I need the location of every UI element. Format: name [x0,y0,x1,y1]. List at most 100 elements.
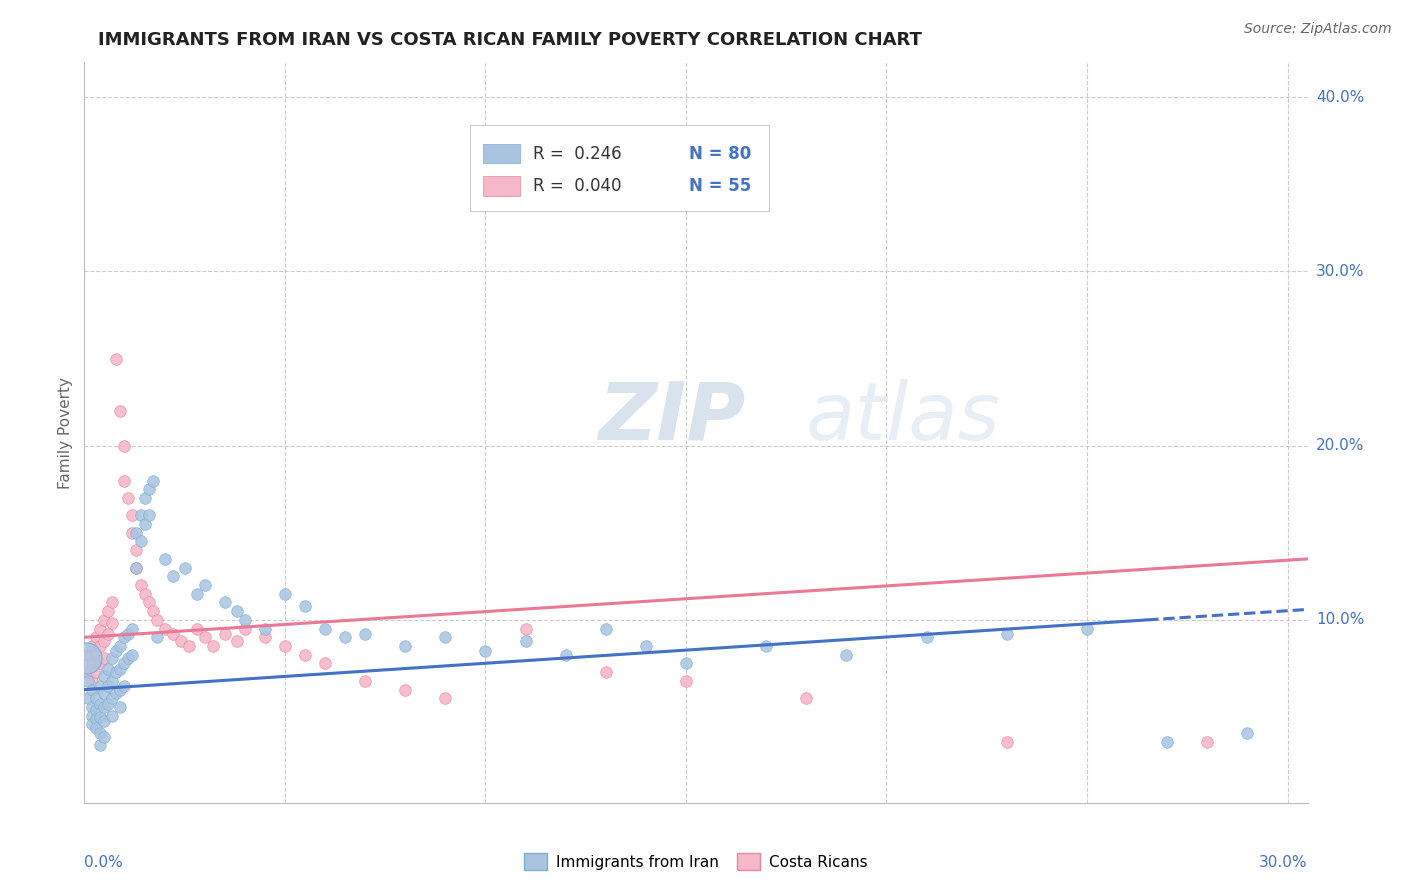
Point [114,474,136,488]
Point [110,662,132,676]
Point [354,673,377,688]
FancyBboxPatch shape [484,176,520,196]
Text: 30.0%: 30.0% [1260,855,1308,870]
Point [97,604,120,618]
Point [101,595,124,609]
Point [82,708,104,723]
Point [82,700,104,714]
Point [1197,735,1219,749]
Point [93,714,115,728]
Point [110,700,132,714]
Point [93,633,115,648]
Point [86,691,108,706]
Point [294,648,316,662]
Point [89,739,111,753]
Point [105,644,128,658]
Point [101,691,124,706]
Point [515,622,537,636]
FancyBboxPatch shape [484,144,520,163]
Point [125,560,148,574]
Point [129,534,152,549]
Point [995,627,1018,641]
Point [394,639,416,653]
Point [114,439,136,453]
Point [86,665,108,680]
Point [434,630,457,644]
Point [1236,726,1258,740]
Point [794,691,817,706]
Point [595,665,617,680]
Point [86,630,108,644]
Point [225,604,247,618]
Point [82,682,104,697]
Point [125,525,148,540]
Point [121,525,143,540]
Point [110,639,132,653]
Point [434,691,457,706]
Point [86,712,108,726]
Point [121,622,143,636]
Point [110,404,132,418]
Point [82,717,104,731]
Point [145,630,167,644]
Point [314,657,336,671]
Point [474,644,496,658]
Point [101,616,124,631]
Point [97,697,120,711]
Point [835,648,858,662]
Point [86,721,108,735]
Point [294,599,316,613]
Point [86,648,108,662]
Point [110,682,132,697]
Point [77,691,100,706]
Point [153,622,176,636]
Point [675,657,697,671]
Point [82,673,104,688]
Text: R =  0.040: R = 0.040 [533,178,621,195]
Point [333,630,356,644]
Text: Source: ZipAtlas.com: Source: ZipAtlas.com [1244,22,1392,37]
Point [125,560,148,574]
Point [1076,622,1098,636]
Point [173,560,195,574]
Point [121,508,143,523]
Point [995,735,1018,749]
Point [89,679,111,693]
Point [77,673,100,688]
Point [755,639,778,653]
Point [134,587,156,601]
Point [105,686,128,700]
Point [93,686,115,700]
Point [125,543,148,558]
Point [214,595,236,609]
Point [214,627,236,641]
Point [105,351,128,366]
Point [145,613,167,627]
Point [169,633,191,648]
Point [253,622,276,636]
Point [354,627,377,641]
Point [89,657,111,671]
Point [134,491,156,505]
Point [141,604,163,618]
Point [186,622,208,636]
Point [93,651,115,665]
Text: IMMIGRANTS FROM IRAN VS COSTA RICAN FAMILY POVERTY CORRELATION CHART: IMMIGRANTS FROM IRAN VS COSTA RICAN FAMI… [98,31,922,49]
Point [93,730,115,744]
Point [129,578,152,592]
Point [101,708,124,723]
Text: 0.0%: 0.0% [84,855,124,870]
Point [141,474,163,488]
Point [314,622,336,636]
Text: N = 55: N = 55 [689,178,751,195]
Point [138,482,160,496]
Text: 20.0%: 20.0% [1316,438,1364,453]
Point [114,630,136,644]
Point [105,665,128,680]
Point [89,710,111,724]
Point [93,700,115,714]
FancyBboxPatch shape [470,126,769,211]
Text: 10.0%: 10.0% [1316,613,1364,627]
Point [121,648,143,662]
Point [77,665,100,680]
